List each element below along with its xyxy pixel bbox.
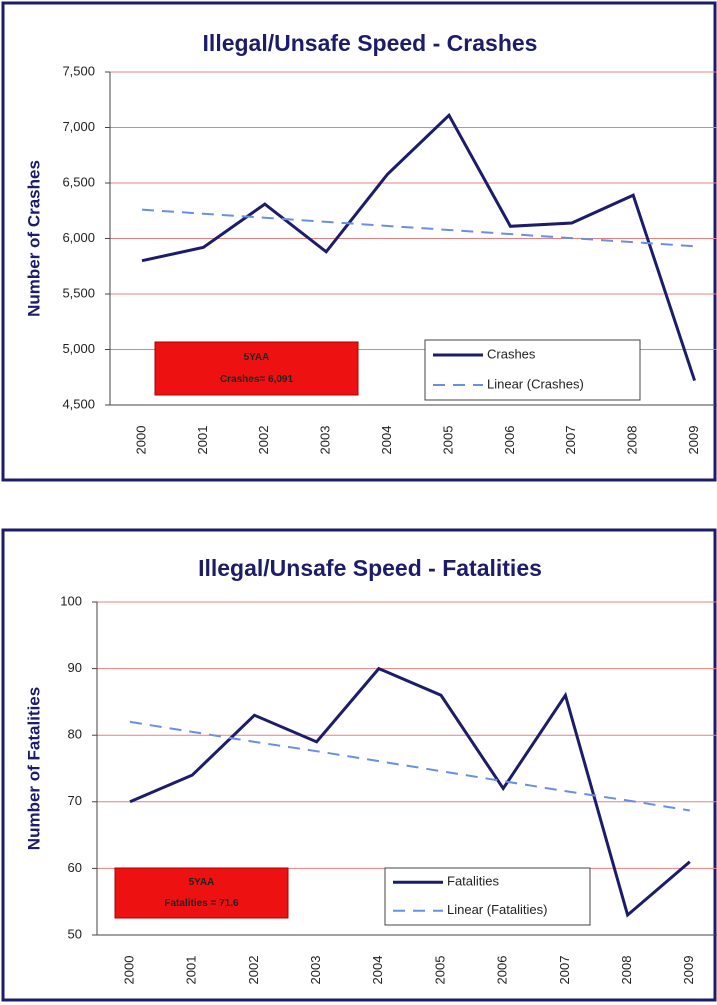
y-tick-label: 6,500 (62, 174, 95, 189)
annotation-text: Fatalities = 71.6 (164, 898, 239, 909)
x-tick-label: 2008 (619, 956, 634, 985)
annotation-box (114, 867, 289, 919)
y-tick-label: 6,000 (62, 230, 95, 245)
x-tick-label: 2005 (440, 426, 455, 455)
chart-title: Illegal/Unsafe Speed - Fatalities (198, 555, 542, 581)
x-tick-label: 2000 (121, 956, 136, 985)
x-tick-label: 2008 (625, 426, 640, 455)
annotation-text: Crashes= 6,091 (220, 374, 294, 385)
y-tick-label: 70 (68, 793, 82, 808)
x-tick-label: 2000 (133, 426, 148, 455)
x-tick-label: 2002 (246, 956, 261, 985)
legend (384, 867, 591, 926)
x-tick-label: 2005 (432, 956, 447, 985)
x-tick-label: 2004 (370, 956, 385, 985)
legend-label: Fatalities (447, 874, 500, 889)
series-line (141, 208, 695, 248)
y-tick-label: 50 (68, 926, 82, 941)
annotation-text: 5YAA (244, 352, 270, 363)
x-tick-label: 2001 (184, 956, 199, 985)
annotation-box (154, 341, 359, 396)
legend-label: Linear (Crashes) (487, 376, 584, 391)
annotation-text: 5YAA (189, 877, 215, 888)
y-axis-label: Number of Crashes (24, 160, 43, 317)
x-tick-label: 2003 (318, 426, 333, 455)
x-tick-label: 2009 (681, 956, 696, 985)
series-line (141, 112, 697, 382)
x-tick-label: 2006 (502, 426, 517, 455)
y-tick-label: 100 (60, 593, 82, 608)
x-tick-label: 2006 (495, 956, 510, 985)
y-tick-label: 80 (68, 727, 82, 742)
legend-label: Crashes (487, 346, 536, 361)
x-tick-label: 2003 (308, 956, 323, 985)
frame (1, 528, 717, 1002)
x-tick-label: 2009 (686, 426, 701, 455)
series-line (129, 720, 690, 812)
x-tick-label: 2001 (195, 426, 210, 455)
x-tick-label: 2007 (557, 956, 572, 985)
x-tick-label: 2004 (379, 426, 394, 455)
x-tick-label: 2007 (563, 426, 578, 455)
chart-title: Illegal/Unsafe Speed - Crashes (203, 30, 538, 56)
y-tick-label: 60 (68, 860, 82, 875)
y-axis-label: Number of Fatalities (24, 687, 43, 850)
y-tick-label: 7,500 (62, 63, 95, 78)
y-tick-label: 7,000 (62, 119, 95, 134)
legend-label: Linear (Fatalities) (447, 902, 547, 917)
y-tick-label: 90 (68, 660, 82, 675)
x-tick-label: 2002 (256, 426, 271, 455)
y-tick-label: 5,000 (62, 341, 95, 356)
y-tick-label: 4,500 (62, 396, 95, 411)
y-tick-label: 5,500 (62, 285, 95, 300)
series-line (129, 666, 691, 918)
legend (424, 339, 641, 401)
